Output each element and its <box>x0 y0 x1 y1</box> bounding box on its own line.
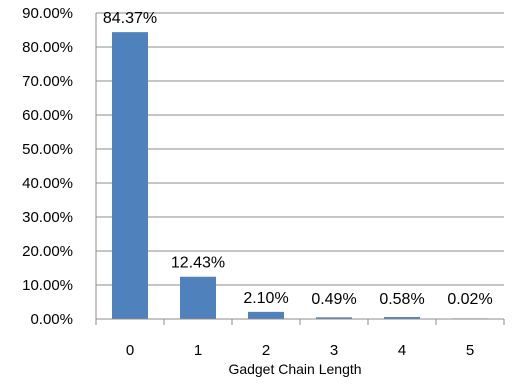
x-tick-label: 2 <box>262 342 270 359</box>
bar <box>384 317 420 319</box>
x-tick-label: 4 <box>398 342 406 359</box>
y-tick-label: 60.00% <box>22 107 73 124</box>
x-axis-title: Gadget Chain Length <box>228 361 361 377</box>
gridlines <box>96 12 504 286</box>
y-tick-label: 40.00% <box>22 175 73 192</box>
y-tick-label: 10.00% <box>22 277 73 294</box>
data-labels: 84.37% 12.43% 2.10% 0.49% 0.58% 0.02% <box>103 10 493 308</box>
bar <box>316 317 352 319</box>
data-label: 84.37% <box>103 10 157 27</box>
bar <box>180 276 216 319</box>
y-tick-label: 70.00% <box>22 73 73 90</box>
y-axis-tick-labels: 0.00% 10.00% 20.00% 30.00% 40.00% 50.00% 60.00… <box>22 5 73 328</box>
x-tick-label: 1 <box>194 342 202 359</box>
y-tick-label: 20.00% <box>22 243 73 260</box>
bars <box>112 32 488 319</box>
y-tick-label: 90.00% <box>22 5 73 22</box>
bar <box>248 311 284 319</box>
x-axis-tick-labels: 0 1 2 3 4 5 <box>126 342 474 359</box>
y-tick-label: 80.00% <box>22 39 73 56</box>
data-label: 12.43% <box>171 255 225 272</box>
x-tick-label: 5 <box>466 342 474 359</box>
data-label: 2.10% <box>243 290 288 307</box>
data-label: 0.58% <box>379 291 424 308</box>
y-tick-label: 30.00% <box>22 209 73 226</box>
x-axis <box>95 13 505 325</box>
y-tick-label: 0.00% <box>30 311 73 328</box>
y-tick-label: 50.00% <box>22 141 73 158</box>
x-tick-label: 0 <box>126 342 134 359</box>
x-tick-label: 3 <box>330 342 338 359</box>
data-label: 0.02% <box>447 291 492 308</box>
data-label: 0.49% <box>311 291 356 308</box>
bar <box>112 32 148 319</box>
